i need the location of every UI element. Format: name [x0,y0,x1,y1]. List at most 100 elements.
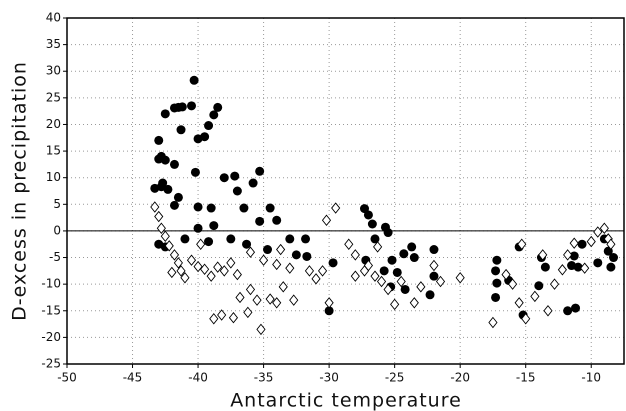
x-tick-label: -10 [581,371,601,385]
point [230,171,240,181]
point [301,234,311,244]
point [549,278,560,290]
point [164,240,174,252]
point [193,260,203,273]
point [154,210,164,223]
point [243,306,253,319]
point [387,255,397,265]
x-tick-label: -50 [57,371,77,385]
point [321,214,332,226]
point [206,270,216,282]
point [538,249,548,261]
point [242,239,252,249]
y-tick-label: -10 [41,277,61,291]
y-tick-label: 0 [53,223,61,237]
point [304,265,315,277]
point [593,226,603,238]
point [373,241,383,253]
y-tick-label: -15 [41,303,61,317]
point [173,257,183,269]
point [606,238,616,250]
y-tick-label: 10 [46,170,61,184]
point [577,239,587,249]
point [324,306,334,316]
point [416,281,426,293]
point [226,257,236,269]
point [331,202,341,214]
point [173,192,183,202]
point [248,178,258,188]
y-tick-label: 40 [46,11,61,25]
point [534,281,544,291]
point [176,265,186,277]
y-tick-label: 20 [46,117,61,131]
point [252,294,262,306]
point [265,203,275,213]
point [586,235,596,248]
point [379,266,389,276]
point [177,102,187,112]
point [302,251,312,261]
point [429,259,439,272]
point [350,249,360,261]
point [455,272,465,284]
point [289,294,299,306]
point [209,110,219,120]
x-tick-label: -25 [385,371,405,385]
point [180,272,190,284]
point [160,109,170,119]
point [569,251,579,261]
point [540,262,550,272]
point [169,249,180,261]
point [291,250,301,260]
point [317,265,328,277]
point [285,234,295,244]
x-tick-label: -40 [188,371,208,385]
y-tick-label: 5 [53,197,61,211]
y-tick-label: -20 [41,330,61,344]
point [163,184,173,194]
point [186,254,197,266]
point [501,268,511,281]
point [400,284,410,294]
point [376,275,387,288]
point [169,159,179,169]
point [150,201,160,213]
point [491,292,501,302]
point [514,297,524,309]
point [219,265,229,277]
point [196,238,206,250]
point [204,121,214,131]
x-axis-title: Antarctic temperature [230,390,462,411]
point [399,249,409,259]
point [160,155,170,165]
point [263,245,273,255]
x-tick-label: -15 [516,371,536,385]
x-tick-label: -20 [450,371,470,385]
point [154,135,164,145]
point [213,102,223,112]
point [265,293,275,305]
point [609,253,619,263]
point [213,261,223,273]
point [180,234,190,244]
point [190,167,200,177]
point [606,262,616,272]
point [543,305,553,317]
point [569,237,579,249]
point [328,258,338,268]
point [311,273,321,285]
point [492,255,502,265]
point [232,268,242,281]
point [508,278,518,290]
point [169,200,179,210]
point [235,291,245,304]
point [278,281,288,293]
point [435,275,446,288]
point [209,221,219,231]
point [521,313,531,325]
point [517,238,527,250]
y-tick-label: -5 [49,250,61,264]
point [255,216,265,226]
point [370,234,380,244]
